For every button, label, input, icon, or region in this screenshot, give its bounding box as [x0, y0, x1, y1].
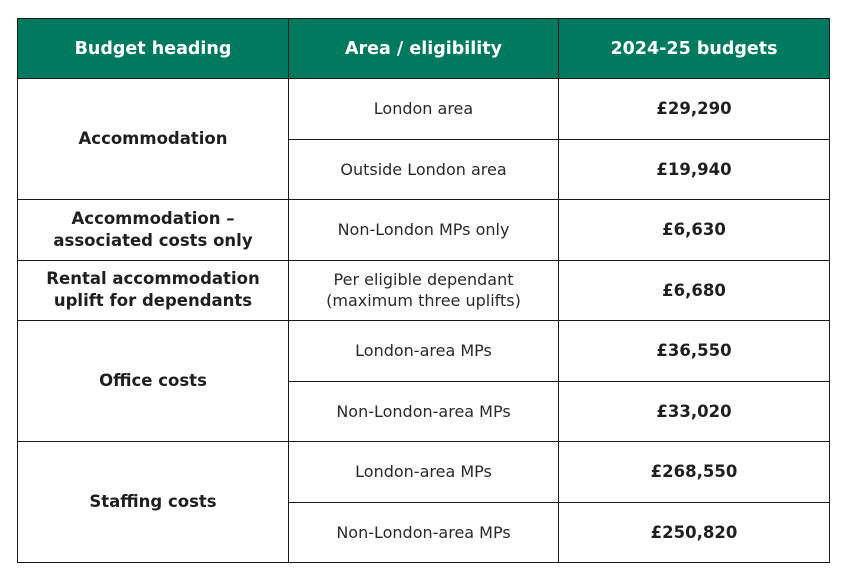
column-header-budgets: 2024-25 budgets — [558, 18, 830, 79]
amount-cell: £36,550 — [558, 320, 830, 382]
heading-office-costs: Office costs — [17, 320, 289, 442]
area-cell: Non-London-area MPs — [288, 380, 559, 442]
table-row: Non-London-area MPs £33,020 — [18, 380, 830, 442]
area-line: Per eligible dependant — [333, 270, 514, 290]
area-cell: London-area MPs — [288, 441, 559, 503]
amount-cell: £29,290 — [558, 78, 830, 140]
heading-line: Rental accommodation — [46, 269, 260, 289]
heading-line: uplift for dependants — [53, 291, 253, 311]
table-row: Staffing costs London-area MPs £268,550 — [17, 441, 830, 563]
amount-cell: £19,940 — [558, 138, 830, 200]
heading-rental-uplift: Rental accommodation uplift for dependan… — [17, 259, 289, 321]
amount-cell: £268,550 — [558, 441, 830, 503]
amount-cell: £250,820 — [558, 501, 830, 563]
heading-line: associated costs only — [53, 230, 253, 250]
heading-accommodation-associated: Accommodation – associated costs only — [17, 199, 289, 261]
column-header-area-eligibility: Area / eligibility — [288, 18, 559, 79]
header-row: Budget heading Area / eligibility 2024-2… — [17, 18, 830, 79]
table-row: Accommodation London area £29,290 — [17, 78, 830, 200]
area-cell: Non-London-area MPs — [288, 501, 559, 563]
area-cell: Per eligible dependant (maximum three up… — [288, 259, 559, 321]
area-cell: London-area MPs — [288, 320, 559, 382]
table-body: Accommodation London area £29,290 Outsid… — [17, 78, 830, 563]
table-row: Accommodation – associated costs only No… — [17, 199, 830, 261]
amount-cell: £33,020 — [558, 380, 830, 442]
table-header: Budget heading Area / eligibility 2024-2… — [17, 18, 830, 79]
amount-cell: £6,630 — [558, 199, 830, 261]
column-header-budget-heading: Budget heading — [17, 18, 289, 79]
budget-table: Budget heading Area / eligibility 2024-2… — [17, 18, 830, 563]
table-row: Rental accommodation uplift for dependan… — [17, 259, 830, 321]
amount-cell: £6,680 — [558, 259, 830, 321]
heading-staffing-costs: Staffing costs — [17, 441, 289, 563]
area-cell: Outside London area — [288, 138, 559, 200]
area-line: (maximum three uplifts) — [326, 291, 521, 311]
heading-accommodation: Accommodation — [17, 78, 289, 200]
heading-line: Accommodation – — [71, 208, 235, 228]
table-row: Outside London area £19,940 — [18, 138, 830, 200]
table-row: Office costs London-area MPs £36,550 — [17, 320, 830, 442]
area-cell: Non-London MPs only — [288, 199, 559, 261]
area-cell: London area — [288, 78, 559, 140]
table-row: Non-London-area MPs £250,820 — [18, 501, 830, 563]
